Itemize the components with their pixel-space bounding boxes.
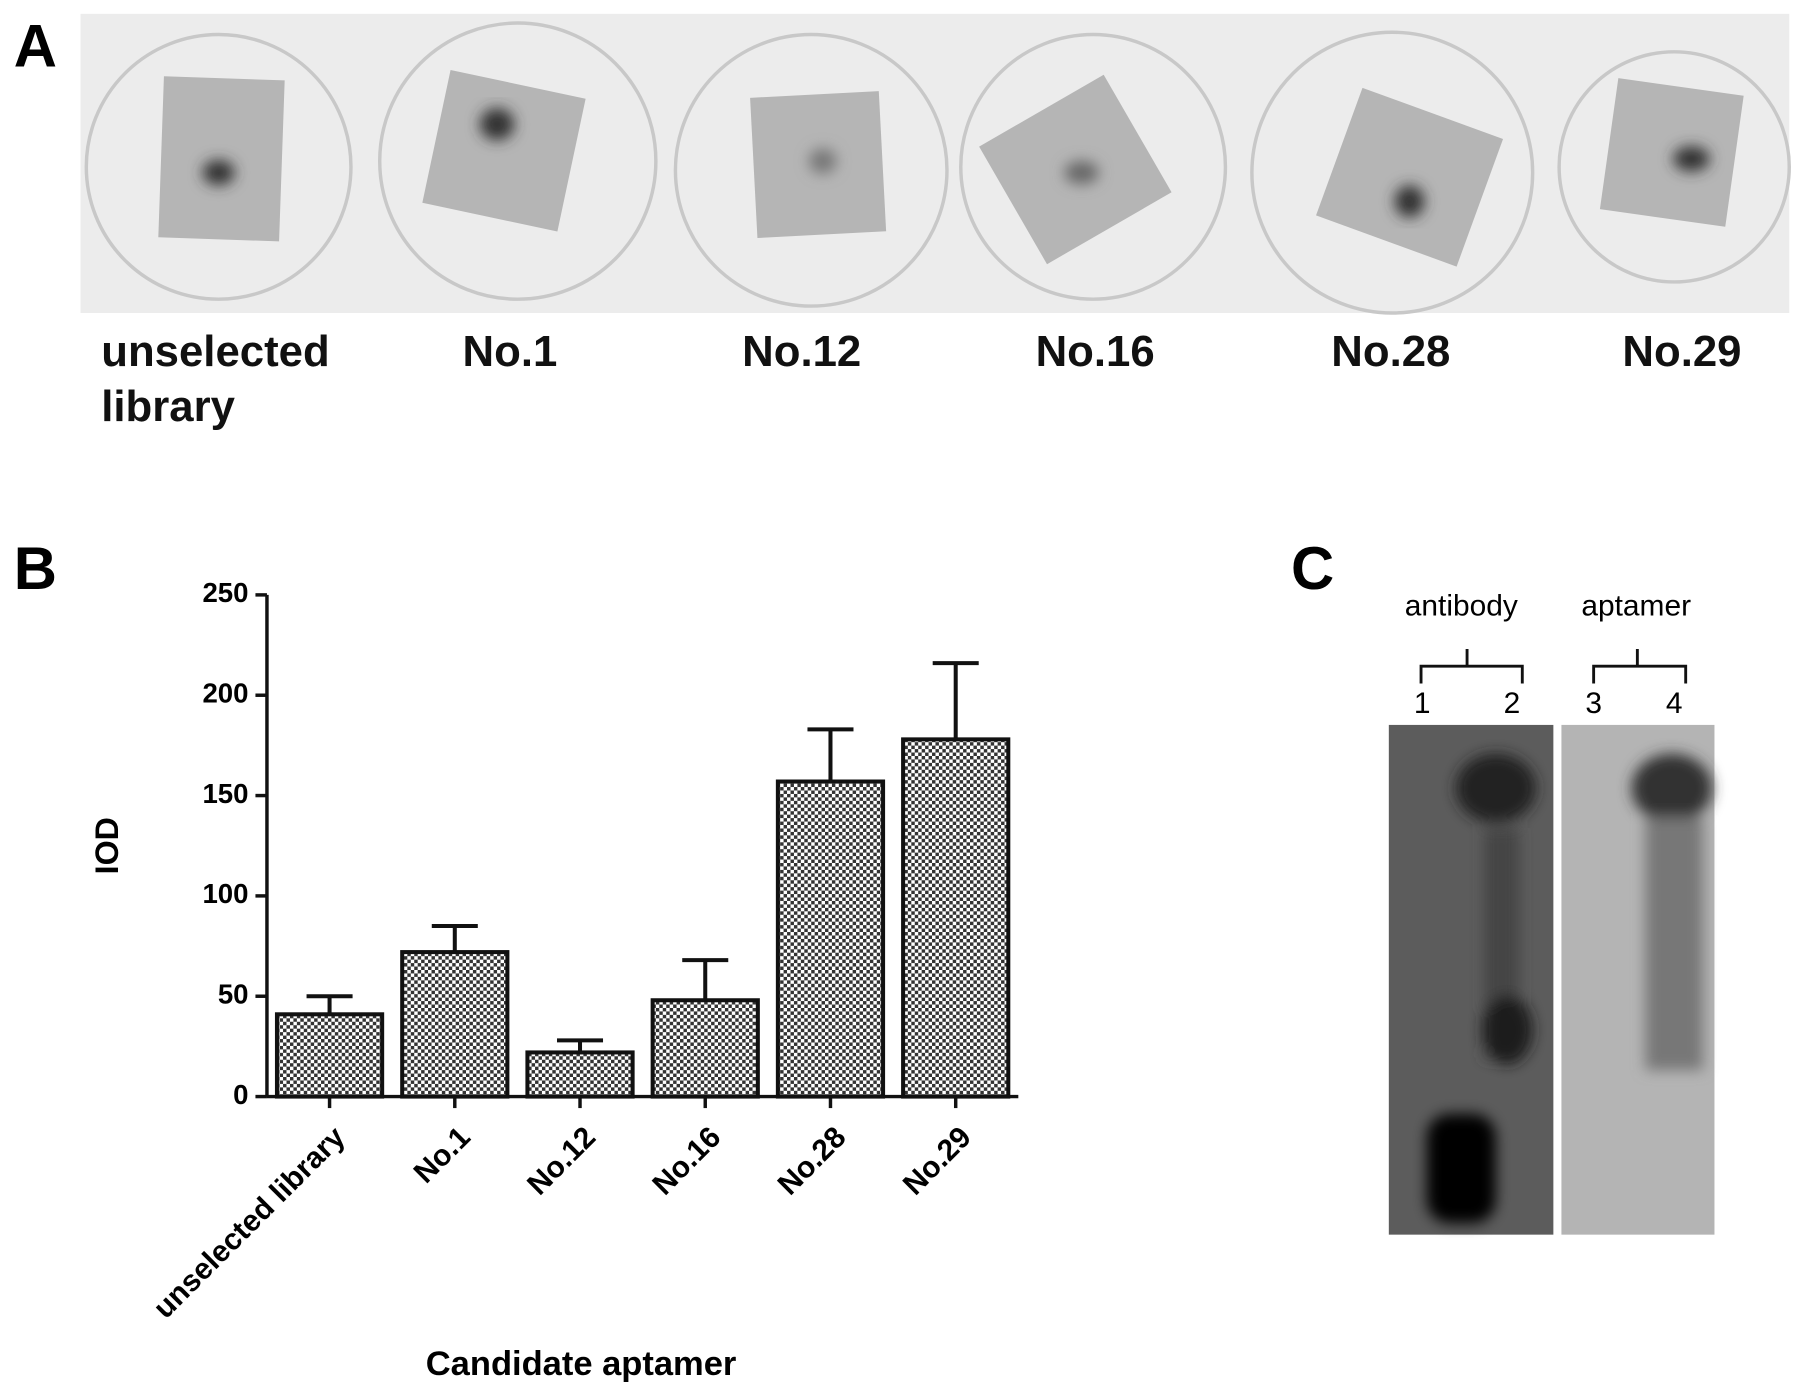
sample-label: No.16 — [1035, 327, 1155, 377]
bar — [400, 950, 510, 1099]
x-tick-label: No.16 — [646, 1121, 727, 1202]
sample-label: No.1 — [462, 327, 558, 377]
group-label: aptamer — [1581, 589, 1691, 622]
y-tick-label: 250 — [202, 577, 248, 608]
label-box: No.28 — [1331, 327, 1451, 377]
panel-label: A — [14, 12, 57, 79]
bar — [901, 737, 1011, 1099]
panel-label: C — [1291, 535, 1334, 602]
bar — [650, 998, 760, 1099]
lane-label: 2 — [1504, 687, 1521, 720]
x-tick-label: No.1 — [408, 1121, 477, 1190]
sample-label: No.28 — [1331, 327, 1451, 377]
sample-label: No.29 — [1622, 327, 1742, 377]
y-tick-label: 50 — [218, 979, 249, 1010]
lane-label: 1 — [1414, 687, 1431, 720]
label-box: No.12 — [742, 327, 862, 377]
y-tick-label: 150 — [202, 778, 248, 809]
label-box: No.29 — [1622, 327, 1742, 377]
label-box: No.16 — [1035, 327, 1155, 377]
gel — [1388, 648, 1715, 1235]
sample-label: unselected library — [101, 327, 330, 432]
x-tick-label: No.28 — [772, 1121, 853, 1202]
sample-label: No.12 — [742, 327, 862, 377]
y-tick-label: 0 — [233, 1079, 248, 1110]
bar — [775, 779, 886, 1099]
y-tick-label: 200 — [202, 678, 248, 709]
bar — [525, 1050, 635, 1099]
x-tick-label: No.29 — [897, 1121, 978, 1202]
label-box: No.1 — [462, 327, 558, 377]
group-label: antibody — [1405, 589, 1518, 622]
x-tick-label: unselected library — [147, 1120, 352, 1325]
panel-label: B — [14, 535, 57, 602]
bar — [274, 1012, 385, 1099]
x-axis-title: Candidate aptamer — [426, 1345, 737, 1383]
photo — [80, 13, 1791, 315]
y-axis-title: IOD — [89, 817, 125, 874]
lane-label: 3 — [1585, 687, 1602, 720]
label-box: unselected library — [101, 327, 330, 432]
x-tick-label: No.12 — [521, 1121, 602, 1202]
y-tick-label: 100 — [202, 878, 248, 909]
lane-label: 4 — [1666, 687, 1683, 720]
